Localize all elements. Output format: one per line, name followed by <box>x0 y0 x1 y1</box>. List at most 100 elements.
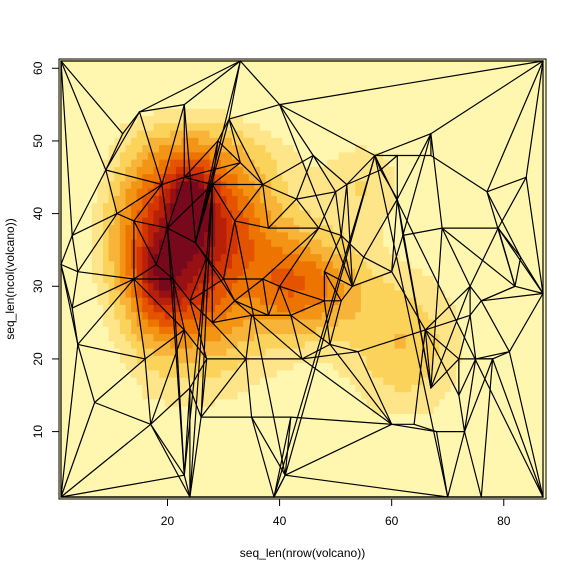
heatmap-cell <box>388 457 396 465</box>
heatmap-cell <box>512 130 519 138</box>
heatmap-cell <box>63 406 70 414</box>
heatmap-cell <box>153 333 160 342</box>
heatmap-cell <box>248 493 255 499</box>
heatmap-cell <box>456 59 463 66</box>
heatmap-cell <box>450 79 457 87</box>
heatmap-cell <box>372 471 379 480</box>
heatmap-cell <box>338 348 345 356</box>
heatmap-cell <box>125 79 132 87</box>
heatmap-cell <box>444 464 452 473</box>
heatmap-cell <box>422 246 429 255</box>
heatmap-cell <box>131 71 138 80</box>
heatmap-cell <box>231 101 239 109</box>
heatmap-cell <box>478 122 485 131</box>
heatmap-cell <box>108 326 115 335</box>
heatmap-cell <box>338 471 345 480</box>
heatmap-cell <box>327 442 334 451</box>
heatmap-cell <box>467 195 474 204</box>
heatmap-cell <box>203 464 211 473</box>
heatmap-cell <box>433 246 440 255</box>
heatmap-cell <box>108 144 115 153</box>
heatmap-cell <box>192 202 199 211</box>
heatmap-cell <box>450 355 457 364</box>
heatmap-cell <box>97 442 104 451</box>
heatmap-cell <box>288 93 295 102</box>
heatmap-cell <box>114 398 121 407</box>
heatmap-cell <box>360 101 368 109</box>
heatmap-cell <box>63 180 70 189</box>
heatmap-cell <box>478 195 485 204</box>
heatmap-cell <box>220 144 227 153</box>
heatmap-cell <box>103 319 110 327</box>
heatmap-cell <box>400 159 407 167</box>
heatmap-cell <box>91 166 98 175</box>
heatmap-cell <box>355 275 362 284</box>
heatmap-cell <box>472 130 480 138</box>
heatmap-cell <box>131 420 138 429</box>
heatmap-cell <box>86 159 93 167</box>
heatmap-cell <box>506 246 513 255</box>
heatmap-cell <box>288 384 295 393</box>
heatmap-cell <box>254 406 261 414</box>
heatmap-cell <box>59 122 65 131</box>
heatmap-cell <box>512 239 519 247</box>
heatmap-cell <box>80 413 87 422</box>
heatmap-cell <box>439 369 446 378</box>
heatmap-cell <box>119 253 127 262</box>
heatmap-cell <box>243 166 250 175</box>
heatmap-cell <box>293 253 300 262</box>
heatmap-cell <box>59 137 65 146</box>
heatmap-cell <box>478 86 485 95</box>
heatmap-cell <box>192 428 199 436</box>
heatmap-cell <box>288 464 295 473</box>
heatmap-cell <box>388 406 396 414</box>
heatmap-cell <box>147 391 155 400</box>
heatmap-cell <box>489 311 496 320</box>
heatmap-cell <box>131 195 138 204</box>
heatmap-cell <box>360 333 368 342</box>
heatmap-cell <box>198 282 205 291</box>
heatmap-cell <box>472 340 480 349</box>
heatmap-cell <box>288 86 295 95</box>
heatmap-cell <box>103 282 110 291</box>
heatmap-cell <box>484 64 491 73</box>
heatmap-cell <box>254 289 261 298</box>
heatmap-cell <box>175 449 183 458</box>
heatmap-cell <box>501 348 508 356</box>
heatmap-cell <box>428 122 435 131</box>
heatmap-cell <box>260 188 267 196</box>
heatmap-cell <box>260 260 267 269</box>
heatmap-cell <box>243 79 250 87</box>
heatmap-cell <box>383 428 390 436</box>
heatmap-cell <box>416 406 424 414</box>
heatmap-cell <box>394 457 401 465</box>
heatmap-cell <box>86 101 93 109</box>
heatmap-cell <box>501 326 508 335</box>
heatmap-cell <box>119 188 127 196</box>
heatmap-cell <box>310 348 317 356</box>
heatmap-cell <box>248 231 255 240</box>
heatmap-cell <box>299 268 306 276</box>
heatmap-cell <box>136 326 143 335</box>
heatmap-cell <box>91 442 98 451</box>
heatmap-cell <box>175 71 183 80</box>
heatmap-cell <box>478 93 485 102</box>
heatmap-cell <box>97 355 104 364</box>
heatmap-cell <box>456 420 463 429</box>
heatmap-cell <box>170 493 177 499</box>
heatmap-cell <box>439 144 446 153</box>
heatmap-cell <box>153 253 160 262</box>
heatmap-cell <box>450 210 457 218</box>
heatmap-cell <box>86 180 93 189</box>
heatmap-cell <box>119 260 127 269</box>
heatmap-cell <box>372 319 379 327</box>
heatmap-cell <box>170 130 177 138</box>
heatmap-cell <box>114 319 121 327</box>
heatmap-cell <box>344 101 351 109</box>
heatmap-cell <box>91 326 98 335</box>
heatmap-cell <box>349 86 356 95</box>
heatmap-cell <box>388 297 396 305</box>
heatmap-cell <box>428 224 435 233</box>
heatmap-cell <box>164 86 171 95</box>
heatmap-cell <box>170 173 177 182</box>
